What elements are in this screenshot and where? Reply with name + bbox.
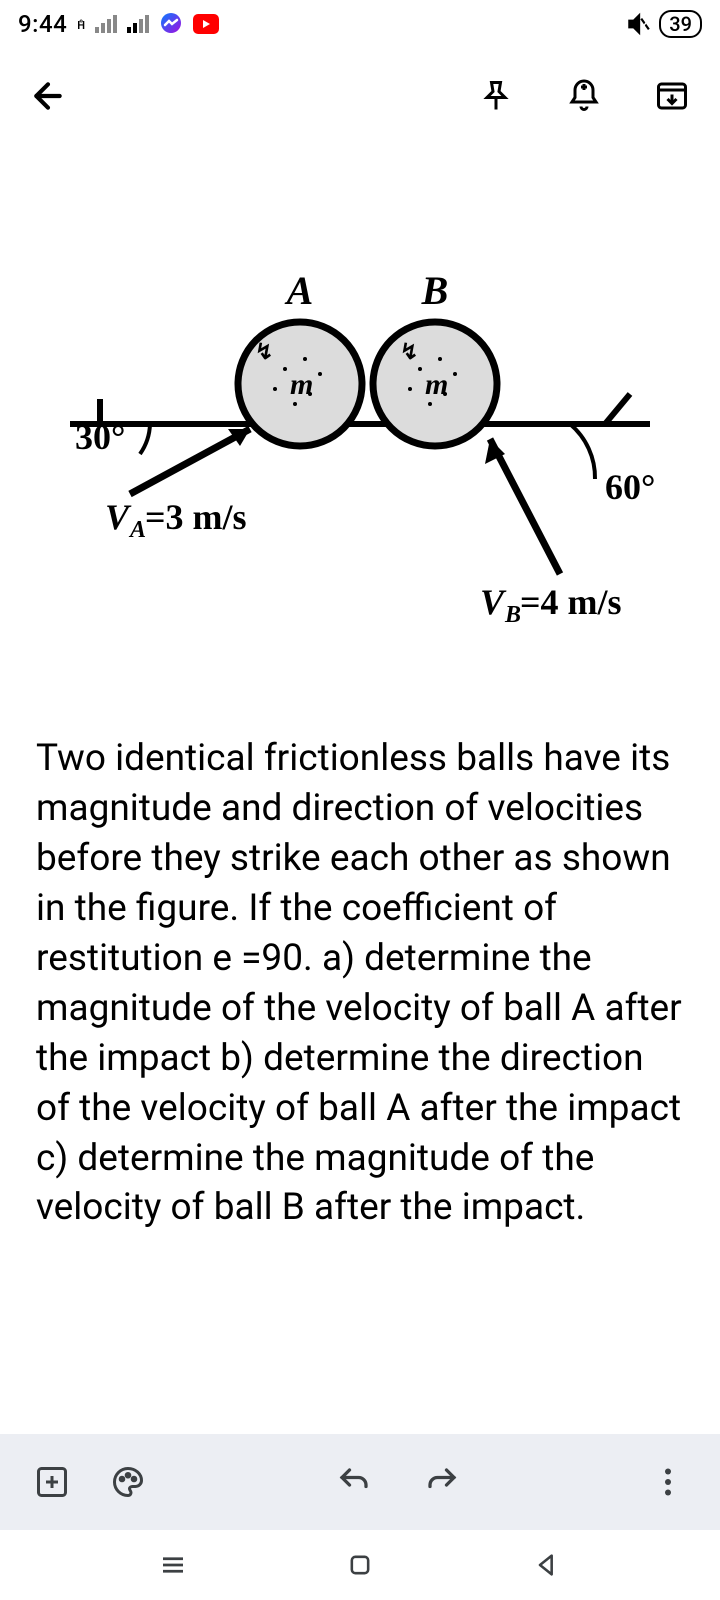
physics-diagram: A B m m ↯ ↯ 30° V A =3 m/s 60° V [36, 184, 684, 704]
content-area: A B m m ↯ ↯ 30° V A =3 m/s 60° V [0, 144, 720, 1434]
status-left: 9:44 °H [18, 10, 219, 38]
svg-text:↯: ↯ [400, 340, 418, 365]
svg-text:A: A [128, 517, 146, 543]
signal-bars-2-icon [127, 15, 149, 33]
svg-text:m: m [425, 368, 448, 401]
svg-text:B: B [421, 268, 449, 313]
svg-text:60°: 60° [605, 467, 655, 507]
svg-text:=3 m/s: =3 m/s [145, 497, 247, 537]
more-button[interactable] [644, 1458, 692, 1506]
svg-text:B: B [504, 602, 521, 628]
status-bar: 9:44 °H 39 [0, 0, 720, 48]
svg-text:↯: ↯ [255, 340, 273, 365]
youtube-icon [193, 14, 219, 34]
mute-icon [625, 11, 651, 37]
undo-button[interactable] [330, 1458, 378, 1506]
signal-bars-1-icon [95, 15, 117, 33]
home-button[interactable] [336, 1541, 384, 1589]
status-right: 39 [625, 10, 702, 38]
back-button[interactable] [24, 72, 72, 120]
svg-text:m: m [290, 368, 313, 401]
palette-button[interactable] [104, 1458, 152, 1506]
add-button[interactable] [28, 1458, 76, 1506]
problem-text: Two identical frictionless balls have it… [36, 734, 684, 1233]
system-nav-bar [0, 1530, 720, 1600]
svg-text:V: V [480, 582, 507, 622]
archive-download-button[interactable] [648, 72, 696, 120]
svg-text:=4 m/s: =4 m/s [520, 582, 622, 622]
temp-indicator: °H [77, 18, 85, 31]
redo-button[interactable] [418, 1458, 466, 1506]
pin-button[interactable] [472, 72, 520, 120]
svg-text:30°: 30° [75, 417, 125, 457]
clock-time: 9:44 [18, 10, 67, 38]
messenger-icon [159, 12, 183, 36]
recents-button[interactable] [149, 1541, 197, 1589]
svg-text:A: A [284, 268, 314, 313]
back-nav-button[interactable] [523, 1541, 571, 1589]
notification-add-button[interactable] [560, 72, 608, 120]
svg-text:V: V [105, 497, 132, 537]
battery-level: 39 [659, 10, 702, 38]
editor-toolbar [0, 1434, 720, 1530]
app-toolbar [0, 48, 720, 144]
